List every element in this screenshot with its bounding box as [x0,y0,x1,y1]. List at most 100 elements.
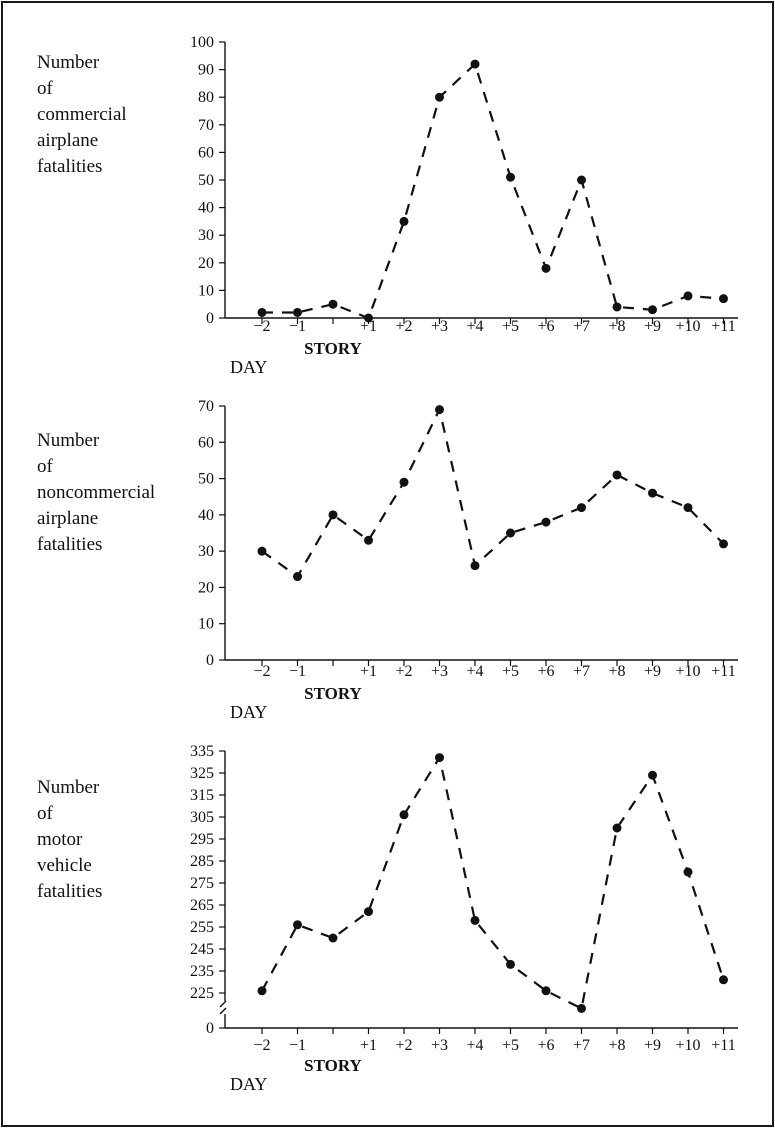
data-point [435,753,444,763]
data-point [293,307,302,317]
y-axis-label-line: fatalities [37,156,102,177]
y-tick-label: 0 [206,652,214,669]
y-tick-label: 10 [198,282,214,299]
x-tick-label: +7 [573,663,590,680]
y-tick-label: 40 [198,507,214,524]
y-tick-label: 80 [198,89,214,106]
x-tick-label: +7 [573,318,590,335]
data-point [719,975,728,985]
x-tick-label: +1 [360,1037,377,1054]
data-point [364,535,373,545]
data-point [257,546,267,556]
x-tick-label: +4 [466,318,483,335]
y-axis-label-line: noncommercial [37,482,155,503]
data-point [541,986,551,996]
axis-break-mark [219,1007,227,1015]
y-axis-label-line: Number [37,777,100,798]
y-axis-label-line: Number [37,52,100,73]
y-tick-label: 0 [206,310,214,327]
y-tick-label: 30 [198,543,214,560]
y-tick-label: 60 [198,434,214,451]
x-tick-label: +8 [608,318,625,335]
data-point [399,477,409,487]
data-point [683,867,693,877]
x-tick-label: +5 [502,318,519,335]
y-tick-label: 255 [190,919,214,936]
y-tick-label: 50 [198,172,214,189]
x-tick-label: +2 [395,318,412,335]
series-line [262,62,724,320]
y-tick-label: 265 [190,897,214,914]
data-point [577,175,586,185]
y-axis-label-line: of [37,78,54,99]
y-axis-label-line: airplane [37,130,98,151]
data-point [541,263,551,273]
data-point [364,907,373,917]
y-axis-label-line: of [37,803,54,824]
data-point [577,1003,586,1013]
data-point [364,313,373,323]
x-tick-label: +1 [360,318,377,335]
data-point [648,488,657,498]
x-tick-label: +4 [466,663,483,680]
x-axis-title: STORY [304,339,362,358]
x-tick-label: +2 [395,663,412,680]
y-tick-label: 50 [198,471,214,488]
y-axis-label-line: fatalities [37,881,102,902]
data-point [541,517,551,527]
x-tick-label: +11 [711,1037,735,1054]
data-point [506,528,515,538]
y-tick-label: 70 [198,398,214,415]
data-point [683,291,693,301]
data-point [612,470,622,480]
x-tick-label: +8 [608,1037,625,1054]
x-tick-label: −1 [289,318,306,335]
data-point [399,810,409,820]
axis-break-mark [219,1000,227,1008]
x-tick-label: +5 [502,663,519,680]
y-tick-label: 10 [198,616,214,633]
y-tick-label: 90 [198,62,214,79]
x-tick-label: +10 [675,318,700,335]
data-point [435,405,444,415]
x-tick-label: +10 [675,663,700,680]
y-tick-label: 40 [198,200,214,217]
x-tick-label: +10 [675,1037,700,1054]
data-point [648,770,657,780]
y-tick-label: 225 [190,985,214,1002]
data-point [577,503,586,513]
y-axis-label-line: commercial [37,104,127,125]
y-tick-label: 30 [198,227,214,244]
data-point [506,172,515,182]
x-tick-label: +9 [644,318,661,335]
y-tick-label: 70 [198,117,214,134]
y-tick-label: 235 [190,963,214,980]
y-axis-label-line: Number [37,430,100,451]
data-point [506,959,515,969]
y-tick-label: 275 [190,875,214,892]
x-tick-label: −2 [253,318,270,335]
x-tick-label: +6 [537,1037,554,1054]
data-point [470,59,480,69]
x-tick-label: −1 [289,663,306,680]
y-tick-label: 315 [190,787,214,804]
y-axis-label-line: motor [37,829,83,850]
x-tick-label: +8 [608,663,625,680]
data-point [435,92,444,102]
data-point [328,299,338,309]
x-tick-label: +3 [431,1037,448,1054]
y-tick-label: 245 [190,941,214,958]
y-axis-label-line: vehicle [37,855,92,876]
x-tick-label: +3 [431,318,448,335]
x-tick-label: +9 [644,1037,661,1054]
y-tick-label: 285 [190,853,214,870]
x-axis-prefix-label: DAY [230,1074,267,1094]
data-point [719,294,728,304]
x-tick-label: +3 [431,663,448,680]
x-tick-label: +6 [537,663,554,680]
data-point [257,307,267,317]
data-point [612,823,622,833]
x-tick-label: +9 [644,663,661,680]
x-tick-label: +4 [466,1037,483,1054]
